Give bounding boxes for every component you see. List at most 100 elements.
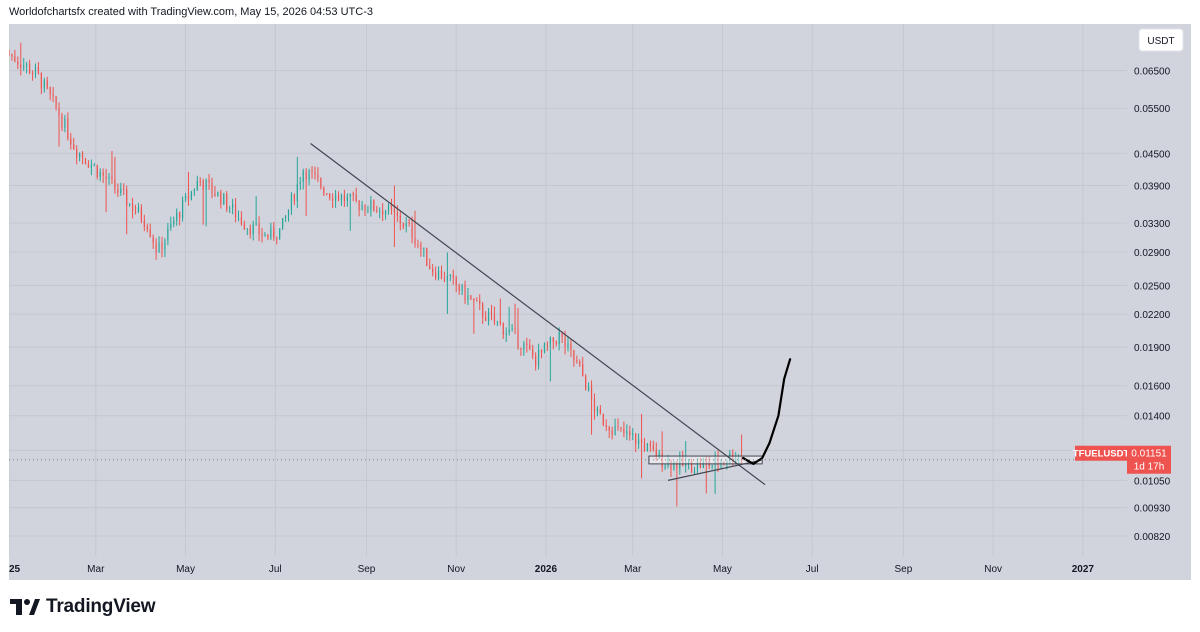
candle-body — [349, 193, 351, 197]
candle-body — [273, 227, 275, 238]
candle-body — [643, 443, 646, 452]
projection-path — [742, 358, 792, 465]
candle-body — [276, 237, 278, 239]
candle-body — [514, 328, 516, 330]
candle-body — [87, 163, 90, 168]
candle-body — [64, 118, 66, 128]
candle-body — [120, 188, 122, 194]
candle-body — [452, 274, 454, 278]
price-chart[interactable]: 0.06500 0.05500 0.04500 0.03900 0.03300 0.029… — [0, 24, 1191, 580]
drawings — [9, 143, 1127, 486]
candle-body — [158, 242, 160, 253]
price-tick-label: 0.03300 — [1134, 219, 1171, 230]
candle-body — [467, 295, 469, 301]
candle-body — [629, 431, 631, 435]
candle-body — [549, 337, 551, 345]
candle-body — [252, 224, 254, 235]
candle-body — [11, 54, 13, 57]
candle-body — [79, 152, 81, 158]
time-tick-label: 2027 — [1072, 564, 1095, 575]
candle-body — [246, 228, 248, 230]
candle-body — [617, 425, 619, 427]
candle-body — [31, 73, 34, 75]
currency-button[interactable]: USDT — [1138, 28, 1184, 52]
price-tick-label: 0.03900 — [1134, 181, 1171, 192]
candle-body — [284, 215, 287, 219]
chart-frame[interactable]: 0.06500 0.05500 0.04500 0.03900 0.03300 0.029… — [0, 24, 1191, 580]
candle-body — [167, 228, 169, 241]
candle-body — [46, 80, 48, 88]
candle-body — [535, 355, 537, 366]
candle-body — [558, 332, 560, 345]
candle-body — [355, 194, 357, 201]
candle-body — [140, 207, 142, 221]
candle-body — [738, 457, 740, 459]
price-tick-label: 0.02200 — [1134, 310, 1171, 321]
candle-body — [105, 175, 107, 180]
candle-body — [364, 205, 366, 211]
candle-body — [626, 431, 628, 434]
candle-body — [688, 460, 690, 464]
price-tick-label: 0.02500 — [1134, 281, 1171, 292]
candle-body — [399, 215, 401, 224]
price-tick-label: 0.06500 — [1134, 67, 1171, 78]
candle-body — [655, 449, 657, 460]
tradingview-brand[interactable]: TradingView — [10, 596, 156, 618]
candle-body — [108, 176, 110, 180]
candle-body — [152, 237, 154, 244]
candle-body — [93, 165, 95, 167]
candle-body — [711, 464, 713, 467]
last-price-box — [1127, 445, 1171, 474]
candle-body — [605, 425, 607, 428]
candle-body — [308, 170, 310, 180]
candle-body — [176, 212, 178, 221]
candle-body — [696, 461, 699, 471]
candle-body — [537, 349, 540, 366]
candle-body — [499, 321, 501, 324]
candle-body — [517, 329, 519, 348]
descending-trendline — [310, 143, 766, 486]
candle-body — [293, 194, 295, 202]
candle-body — [661, 453, 663, 468]
candle-body — [214, 193, 216, 196]
candle-body — [155, 243, 157, 253]
candle-body — [199, 180, 201, 182]
candle-body — [649, 443, 651, 446]
candle-body — [405, 222, 407, 227]
candle-body — [23, 65, 25, 68]
candle-body — [505, 332, 507, 335]
time-tick-label: Jul — [806, 564, 819, 575]
chart-caption: Worldofchartsfx created with TradingView… — [9, 6, 373, 18]
candle-body — [43, 80, 45, 89]
candle-body — [14, 56, 16, 62]
candle-body — [461, 284, 463, 291]
last-price: 0.01151 — [1131, 449, 1167, 460]
candle-body — [267, 234, 269, 239]
brand-name: TradingView — [46, 596, 156, 617]
candle-body — [96, 165, 98, 177]
candle-body — [570, 343, 572, 350]
candle-body — [81, 152, 84, 158]
candle-body — [614, 425, 616, 435]
candle-body — [396, 212, 398, 216]
candle-body — [237, 217, 240, 219]
candle-body — [134, 211, 137, 213]
candle-body — [279, 228, 281, 239]
time-axis[interactable] — [9, 556, 1191, 580]
candle-body — [320, 178, 322, 188]
bar-countdown: 1d 17h — [1134, 462, 1165, 473]
plot-area[interactable] — [9, 24, 1127, 556]
candle-body — [479, 300, 481, 304]
candle-body — [164, 240, 166, 250]
candle-body — [40, 72, 42, 89]
price-tick-label: 0.05500 — [1134, 104, 1171, 115]
candle-body — [249, 228, 251, 235]
candle-body — [290, 194, 293, 210]
candle-body — [232, 204, 234, 209]
candle-body — [543, 343, 546, 352]
candle-body — [379, 210, 381, 212]
candle-body — [173, 220, 175, 225]
currency-button-box[interactable] — [1138, 28, 1184, 52]
